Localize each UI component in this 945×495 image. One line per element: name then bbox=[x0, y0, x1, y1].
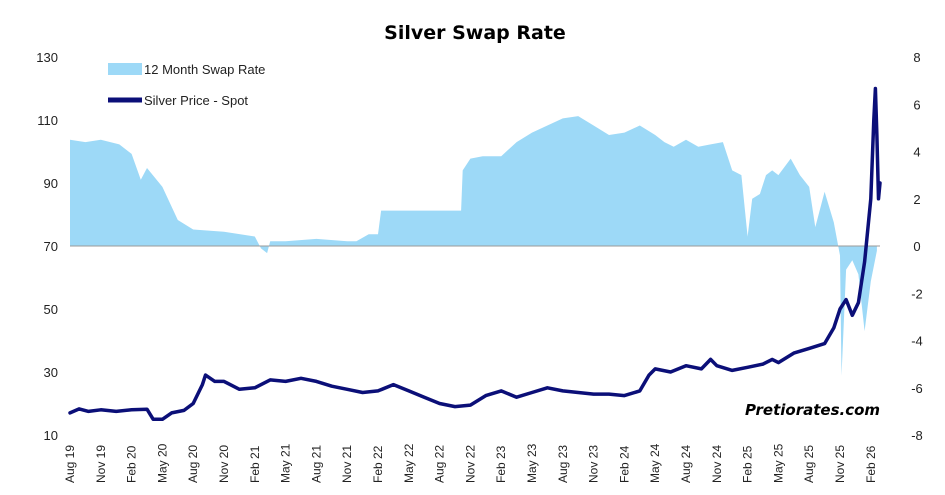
left-axis-tick: 10 bbox=[44, 428, 58, 443]
x-axis-tick: Aug 22 bbox=[433, 445, 447, 483]
x-axis-tick: May 20 bbox=[155, 443, 169, 483]
x-axis-tick: Aug 20 bbox=[186, 445, 200, 483]
x-axis-tick: Aug 21 bbox=[309, 445, 323, 483]
x-axis-tick: Nov 21 bbox=[340, 445, 354, 483]
left-axis-ticks: 10 30 50 70 90 110 130 bbox=[36, 50, 58, 443]
x-axis-tick: Feb 20 bbox=[125, 445, 139, 483]
x-axis-tick: May 23 bbox=[525, 443, 539, 483]
right-axis-tick: -8 bbox=[911, 428, 923, 443]
legend-label-silver-price: Silver Price - Spot bbox=[144, 93, 248, 108]
x-axis-ticks: Aug 19 Nov 19 Feb 20 May 20 Aug 20 Nov 20 Feb … bbox=[63, 443, 878, 483]
x-axis-tick: Nov 22 bbox=[463, 445, 477, 483]
right-axis-tick: -4 bbox=[911, 334, 923, 349]
left-axis-tick: 70 bbox=[44, 239, 58, 254]
right-axis-tick: -6 bbox=[911, 381, 923, 396]
x-axis-tick: Feb 24 bbox=[617, 445, 631, 483]
right-axis-tick: -2 bbox=[911, 286, 923, 301]
x-axis-tick: Feb 23 bbox=[494, 445, 508, 483]
x-axis-tick: Nov 24 bbox=[710, 445, 724, 483]
legend-label-swap-rate: 12 Month Swap Rate bbox=[144, 62, 265, 77]
right-axis-tick: 0 bbox=[913, 239, 920, 254]
x-axis-tick: Aug 19 bbox=[63, 445, 77, 483]
right-axis-tick: 2 bbox=[913, 192, 920, 207]
left-axis-tick: 50 bbox=[44, 302, 58, 317]
x-axis-tick: May 24 bbox=[648, 443, 662, 483]
legend-swatch-swap-rate bbox=[108, 63, 142, 75]
x-axis-tick: May 22 bbox=[402, 443, 416, 483]
x-axis-tick: Aug 24 bbox=[679, 445, 693, 483]
x-axis-tick: May 25 bbox=[771, 443, 785, 483]
x-axis-tick: Aug 25 bbox=[802, 445, 816, 483]
left-axis-tick: 30 bbox=[44, 365, 58, 380]
x-axis-tick: May 21 bbox=[279, 443, 293, 483]
legend: 12 Month Swap Rate Silver Price - Spot bbox=[108, 62, 265, 108]
x-axis-tick: Feb 25 bbox=[741, 445, 755, 483]
chart-title: Silver Swap Rate bbox=[384, 22, 566, 44]
x-axis-tick: Nov 19 bbox=[94, 445, 108, 483]
right-axis-tick: 6 bbox=[913, 97, 920, 112]
right-axis-tick: 4 bbox=[913, 145, 920, 160]
right-axis-tick: 8 bbox=[913, 50, 920, 65]
right-axis-ticks: -8 -6 -4 -2 0 2 4 6 8 bbox=[911, 50, 923, 443]
left-axis-tick: 130 bbox=[36, 50, 58, 65]
x-axis-tick: Nov 20 bbox=[217, 445, 231, 483]
left-axis-tick: 110 bbox=[37, 113, 58, 128]
x-axis-tick: Nov 25 bbox=[833, 445, 847, 483]
x-axis-tick: Feb 26 bbox=[864, 445, 878, 483]
watermark: Pretiorates.com bbox=[745, 401, 880, 419]
x-axis-tick: Nov 23 bbox=[587, 445, 601, 483]
left-axis-tick: 90 bbox=[44, 176, 58, 191]
x-axis-tick: Feb 21 bbox=[248, 445, 262, 483]
plot-area bbox=[68, 86, 882, 422]
silver-price-line bbox=[68, 86, 882, 422]
x-axis-tick: Aug 23 bbox=[556, 445, 570, 483]
x-axis-tick: Feb 22 bbox=[371, 445, 385, 483]
